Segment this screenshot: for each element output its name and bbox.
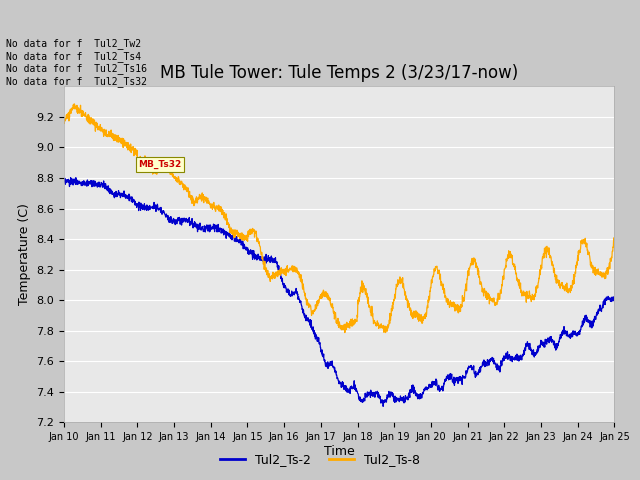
Tul2_Ts-8 [595,268,602,274]
Tul2_Ts-8 [595,270,603,276]
Text: MB_Ts32: MB_Ts32 [138,160,182,169]
Line: Tul2_Ts-2: Tul2_Ts-2 [64,178,614,407]
Tul2_Ts-8 [314,298,321,304]
Tul2_Ts-2 [611,298,618,304]
Tul2_Ts-8 [611,239,618,244]
Tul2_Ts-8 [341,330,349,336]
Title: MB Tule Tower: Tule Temps 2 (3/23/17-now): MB Tule Tower: Tule Temps 2 (3/23/17-now… [160,64,518,82]
Tul2_Ts-2 [595,308,603,314]
Tul2_Ts-2 [595,307,602,313]
Tul2_Ts-2 [328,359,336,365]
Tul2_Ts-2 [314,338,321,344]
Tul2_Ts-8 [60,120,68,126]
Tul2_Ts-8 [88,121,96,127]
Tul2_Ts-8 [494,295,502,301]
Legend: Tul2_Ts-2, Tul2_Ts-8: Tul2_Ts-2, Tul2_Ts-8 [214,448,426,471]
Y-axis label: Temperature (C): Temperature (C) [18,204,31,305]
Tul2_Ts-8 [70,101,78,107]
Line: Tul2_Ts-8: Tul2_Ts-8 [64,104,614,333]
Text: No data for f  Tul2_Tw2
No data for f  Tul2_Ts4
No data for f  Tul2_Ts16
No data: No data for f Tul2_Tw2 No data for f Tul… [6,38,147,87]
Tul2_Ts-2 [380,404,387,409]
Tul2_Ts-2 [67,175,74,180]
Tul2_Ts-2 [60,177,68,182]
Tul2_Ts-2 [88,180,96,185]
X-axis label: Time: Time [324,445,355,458]
Tul2_Ts-8 [328,305,336,311]
Tul2_Ts-2 [494,365,502,371]
